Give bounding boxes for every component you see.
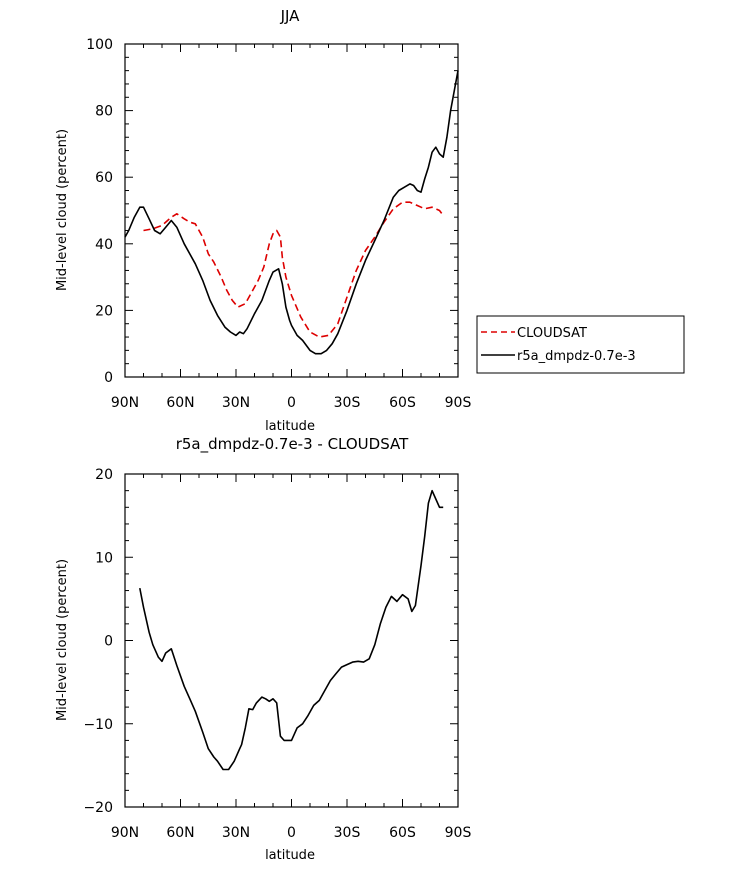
top-chart-x-tick-label: 90N (111, 395, 139, 411)
bottom-chart-y-tick-label: 20 (95, 467, 113, 483)
bottom-chart-ticks: 90N 60N 30N 0 30S 60S 90S −20 −10 0 10 20 (83, 467, 471, 841)
bottom-chart-y-tick-label: 0 (104, 634, 113, 650)
top-chart-series-line-cloudsat (143, 201, 444, 338)
top-chart-x-tick-label: 30S (334, 395, 361, 411)
top-chart-x-tick-label: 60N (166, 395, 194, 411)
bottom-chart-x-tick-label: 30S (334, 825, 361, 841)
top-chart-x-tick-label: 30N (222, 395, 250, 411)
bottom-chart-series (139, 489, 444, 771)
legend-label-cloudsat: CLOUDSAT (517, 326, 587, 341)
bottom-chart-y-tick-label: −10 (83, 717, 113, 733)
top-chart-y-tick-label: 40 (95, 237, 113, 253)
bottom-chart-series-line-model (139, 489, 444, 771)
legend-label-model: r5a_dmpdz-0.7e-3 (517, 349, 636, 364)
bottom-chart-x-tick-label: 30N (222, 825, 250, 841)
bottom-chart-x-tick-label: 0 (287, 825, 296, 841)
top-chart-xlabel: latitude (265, 419, 315, 434)
bottom-chart-y-tick-label: −20 (83, 800, 113, 816)
top-chart-y-tick-label: 60 (95, 170, 113, 186)
bottom-chart-ylabel: Mid-level cloud (percent) (55, 559, 70, 721)
top-chart-y-tick-label: 100 (86, 37, 113, 53)
top-chart-y-tick-label: 20 (95, 303, 113, 319)
top-chart-x-tick-label: 0 (287, 395, 296, 411)
top-chart-ylabel: Mid-level cloud (percent) (55, 129, 70, 291)
bottom-chart: r5a_dmpdz-0.7e-3 - CLOUDSAT 90N 60N 30N 0 30… (55, 435, 471, 863)
bottom-chart-xlabel: latitude (265, 848, 315, 863)
top-chart-x-tick-label: 60S (389, 395, 416, 411)
bottom-chart-x-tick-label: 60S (389, 825, 416, 841)
top-chart-frame (124, 43, 459, 378)
bottom-chart-title: r5a_dmpdz-0.7e-3 - CLOUDSAT (176, 435, 409, 454)
bottom-chart-frame (124, 473, 459, 808)
bottom-chart-y-tick-label: 10 (95, 550, 113, 566)
top-chart-y-tick-label: 80 (95, 104, 113, 120)
bottom-chart-x-tick-label: 60N (166, 825, 194, 841)
legend: CLOUDSAT r5a_dmpdz-0.7e-3 (476, 315, 685, 374)
bottom-chart-x-tick-label: 90N (111, 825, 139, 841)
top-chart-y-tick-label: 0 (104, 370, 113, 386)
top-chart-series-line-model (124, 70, 459, 355)
top-chart-x-tick-label: 90S (445, 395, 472, 411)
top-chart-title: JJA (280, 7, 301, 25)
bottom-chart-x-tick-label: 90S (445, 825, 472, 841)
legend-box (476, 315, 685, 374)
top-chart: JJA 90N 60N 30N 0 30S 60S 90S 0 20 40 60 80 100 lati… (55, 7, 471, 434)
top-chart-series (124, 70, 459, 355)
top-chart-ticks: 90N 60N 30N 0 30S 60S 90S 0 20 40 60 80 100 (86, 37, 471, 411)
